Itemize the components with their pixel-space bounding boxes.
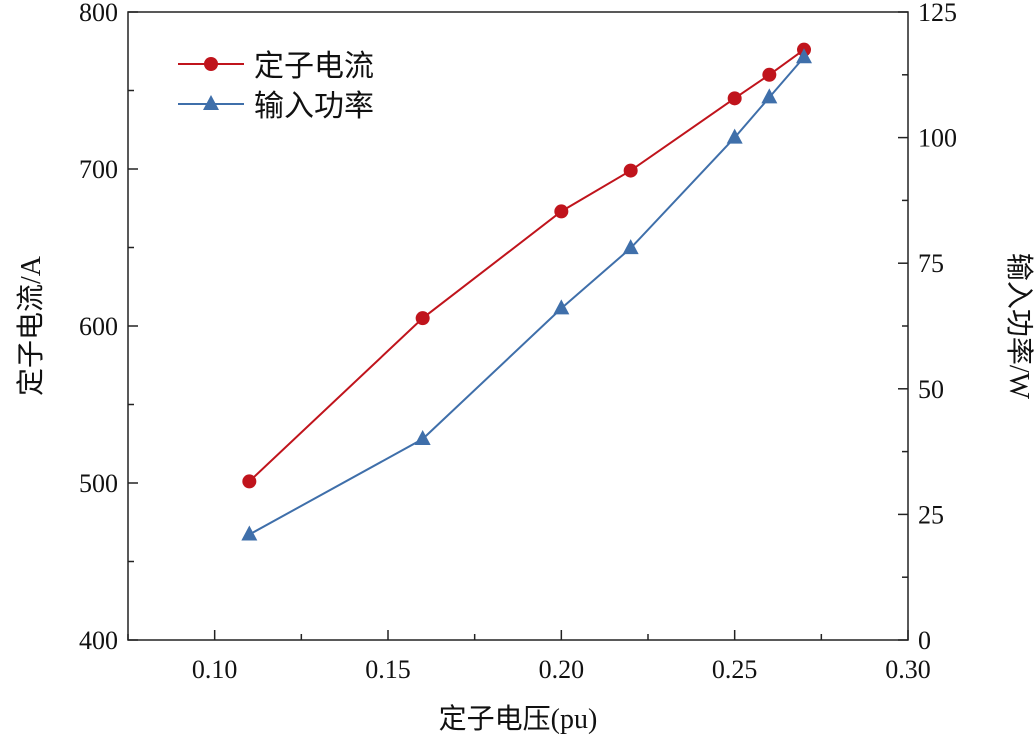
data-point-circle bbox=[242, 474, 257, 489]
x-tick-label: 0.10 bbox=[192, 655, 238, 684]
y-right-tick-label: 25 bbox=[918, 500, 944, 529]
y-right-tick-label: 0 bbox=[918, 626, 931, 655]
y-left-tick-label: 800 bbox=[79, 0, 118, 27]
x-tick-label: 0.20 bbox=[539, 655, 585, 684]
plot-frame bbox=[127, 11, 909, 641]
x-tick-label: 0.15 bbox=[365, 655, 411, 684]
x-tick-label: 0.30 bbox=[885, 655, 931, 684]
legend-marker-triangle bbox=[203, 95, 219, 110]
y-right-tick-label: 100 bbox=[918, 124, 957, 153]
y-left-tick-label: 700 bbox=[79, 155, 118, 184]
y-right-tick-label: 125 bbox=[918, 0, 957, 27]
y-left-tick-label: 600 bbox=[79, 312, 118, 341]
data-point-triangle bbox=[761, 88, 778, 104]
x-tick-label: 0.25 bbox=[712, 655, 758, 684]
data-point-triangle bbox=[414, 430, 431, 446]
y-left-tick-label: 500 bbox=[79, 469, 118, 498]
legend-marker-circle bbox=[204, 57, 218, 71]
data-point-triangle bbox=[726, 128, 743, 144]
data-point-circle bbox=[727, 91, 742, 106]
y-left-tick-label: 400 bbox=[79, 626, 118, 655]
data-point-triangle bbox=[796, 48, 812, 64]
series-line-1 bbox=[248, 56, 805, 536]
y-axis-left-label: 定子电流/A bbox=[15, 255, 47, 396]
data-point-triangle bbox=[553, 299, 570, 315]
data-point-circle bbox=[554, 204, 569, 219]
data-point-circle bbox=[415, 311, 430, 326]
legend-label-power: 输入功率 bbox=[254, 90, 374, 123]
y-axis-right-label: 输入功率/W bbox=[1003, 253, 1034, 400]
y-right-tick-label: 50 bbox=[918, 375, 944, 404]
legend-label-current: 定子电流 bbox=[254, 50, 374, 83]
data-point-circle bbox=[762, 67, 777, 82]
x-axis-label: 定子电压(pu) bbox=[439, 703, 598, 735]
legend: 定子电流 输入功率 bbox=[178, 50, 374, 123]
data-point-triangle bbox=[241, 525, 258, 541]
data-point-circle bbox=[623, 163, 638, 178]
data-point-triangle bbox=[622, 239, 639, 255]
y-right-tick-label: 75 bbox=[918, 249, 944, 278]
